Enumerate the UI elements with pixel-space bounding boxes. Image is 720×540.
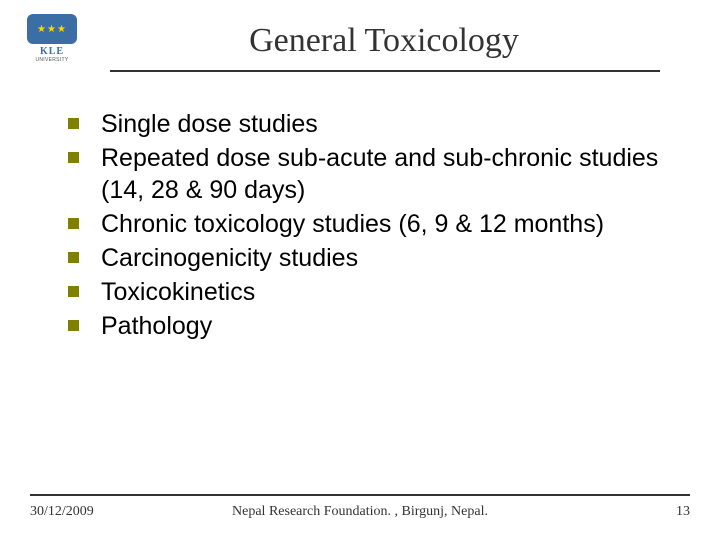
logo-text: KLE [40,46,64,57]
title-underline [110,70,660,72]
logo-emblem-icon [27,14,77,44]
square-bullet-icon [68,320,79,331]
footer-row: 30/12/2009 Nepal Research Foundation. , … [30,504,690,520]
list-item-text: Single dose studies [101,108,318,140]
list-item-text: Chronic toxicology studies (6, 9 & 12 mo… [101,208,604,240]
square-bullet-icon [68,286,79,297]
list-item-text: Carcinogenicity studies [101,242,358,274]
list-item-text: Pathology [101,310,212,342]
bullet-list: Single dose studies Repeated dose sub-ac… [0,72,720,342]
list-item: Chronic toxicology studies (6, 9 & 12 mo… [68,208,680,240]
footer-date: 30/12/2009 [30,504,94,520]
footer-rule [30,494,690,496]
logo-subtext: UNIVERSITY [35,57,68,63]
list-item: Toxicokinetics [68,276,680,308]
footer-page-number: 13 [676,504,690,520]
square-bullet-icon [68,252,79,263]
list-item-text: Repeated dose sub-acute and sub-chronic … [101,142,680,206]
square-bullet-icon [68,218,79,229]
list-item: Pathology [68,310,680,342]
square-bullet-icon [68,152,79,163]
list-item: Repeated dose sub-acute and sub-chronic … [68,142,680,206]
list-item: Single dose studies [68,108,680,140]
university-logo: KLE UNIVERSITY [18,14,86,72]
square-bullet-icon [68,118,79,129]
footer-center: Nepal Research Foundation. , Birgunj, Ne… [232,504,488,520]
list-item: Carcinogenicity studies [68,242,680,274]
slide-title: General Toxicology [78,18,690,60]
header: KLE UNIVERSITY General Toxicology [0,0,720,72]
footer: 30/12/2009 Nepal Research Foundation. , … [0,494,720,520]
list-item-text: Toxicokinetics [101,276,255,308]
